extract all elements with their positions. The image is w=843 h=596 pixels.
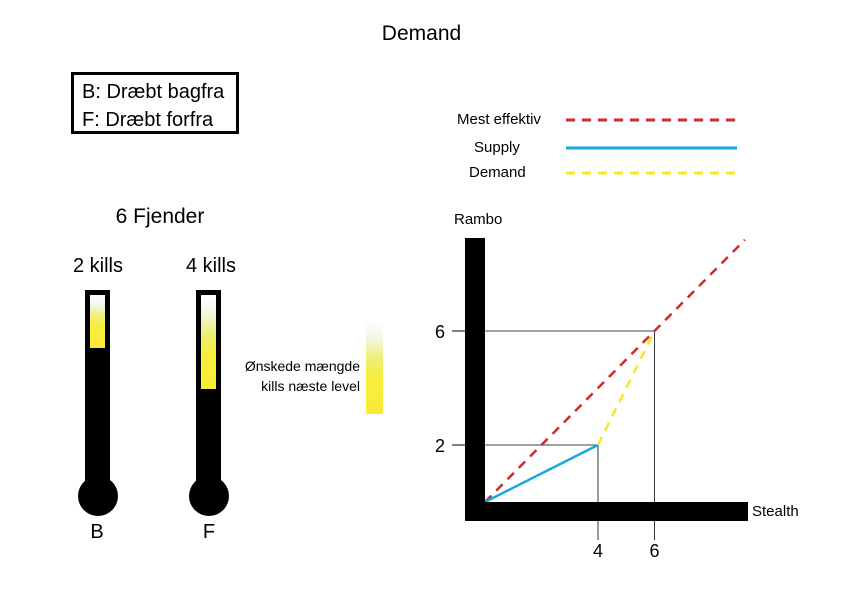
thermometer-b-tube (85, 290, 110, 495)
series-supply (484, 443, 599, 504)
kills-label-f: 4 kills (185, 255, 236, 277)
legend-label: Mest effektiv (457, 111, 541, 128)
thermometer-f-letter: F (202, 521, 216, 543)
y-axis-label: Rambo (454, 211, 502, 228)
thermometer-f-bulb (189, 476, 229, 516)
y-tick-label: 6 (435, 322, 445, 342)
desired-kills-line2: kills næste level (261, 378, 360, 394)
axis-ticks: 2 6 4 6 (435, 322, 660, 561)
x-axis (465, 502, 748, 521)
thermometer-f-tube (196, 290, 221, 495)
y-axis (465, 238, 485, 521)
series-mest-effektiv (484, 238, 746, 503)
chart-legend: Mest effektiv Supply Demand (457, 111, 737, 181)
abbreviation-legend: B: Dræbt bagfra F: Dræbt forfra (71, 72, 239, 134)
x-tick-label: 4 (593, 541, 603, 561)
kills-label-b: 2 kills (72, 255, 123, 277)
y-tick-label: 2 (435, 436, 445, 456)
legend-b-text: B: Dræbt bagfra (82, 81, 225, 103)
desired-kills-swatch (366, 320, 383, 414)
page-title: Demand (381, 22, 462, 45)
legend-label: Supply (474, 139, 520, 156)
thermometer-f-fill (201, 295, 216, 389)
legend-f-text: F: Dræbt forfra (82, 109, 214, 131)
x-axis-label: Stealth (752, 503, 799, 520)
desired-kills-label: Ønskede mængde kills næste level (218, 356, 360, 396)
series-demand (596, 330, 656, 446)
x-tick-label: 6 (649, 541, 659, 561)
thermometer-b-fill (90, 295, 105, 348)
chart-series (484, 238, 746, 504)
enemies-label: 6 Fjender (115, 205, 205, 228)
thermometer-b-letter: B (90, 521, 104, 543)
thermometer-b-bulb (78, 476, 118, 516)
legend-label: Demand (469, 164, 526, 181)
desired-kills-line1: Ønskede mængde (244, 358, 360, 374)
